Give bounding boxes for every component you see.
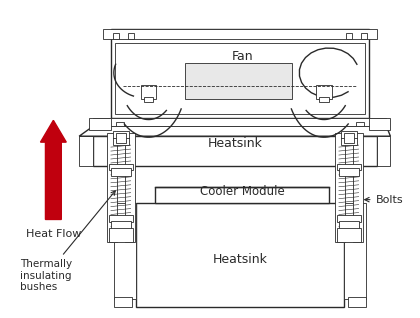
- Bar: [353, 133, 362, 242]
- Bar: [116, 122, 124, 126]
- Bar: [114, 203, 136, 299]
- Bar: [125, 133, 135, 242]
- Text: Heat Flow: Heat Flow: [26, 229, 81, 239]
- Bar: [111, 29, 369, 118]
- Bar: [79, 136, 93, 166]
- Bar: [319, 97, 329, 102]
- Bar: [155, 187, 329, 203]
- Bar: [339, 221, 359, 229]
- Bar: [337, 215, 361, 222]
- Bar: [103, 29, 377, 39]
- Bar: [107, 133, 117, 242]
- Bar: [93, 136, 377, 166]
- Text: Heatsink: Heatsink: [212, 253, 267, 266]
- Bar: [111, 221, 131, 229]
- Bar: [369, 118, 391, 130]
- Bar: [344, 133, 354, 143]
- Bar: [316, 85, 332, 99]
- Bar: [109, 164, 133, 170]
- Text: Cooler Module: Cooler Module: [200, 185, 285, 198]
- Bar: [116, 133, 126, 143]
- Text: Thermally
insulating
bushes: Thermally insulating bushes: [20, 191, 115, 292]
- Bar: [361, 33, 367, 39]
- Bar: [113, 131, 129, 145]
- Bar: [337, 228, 361, 242]
- Bar: [141, 85, 157, 99]
- Text: Heatsink: Heatsink: [207, 137, 262, 150]
- Bar: [348, 297, 366, 307]
- Bar: [93, 118, 386, 126]
- FancyArrow shape: [40, 120, 66, 219]
- Bar: [128, 33, 134, 39]
- Bar: [109, 228, 133, 242]
- Bar: [113, 33, 119, 39]
- Bar: [344, 203, 366, 299]
- Bar: [335, 133, 345, 242]
- Bar: [115, 43, 365, 114]
- Bar: [341, 131, 357, 145]
- Bar: [136, 203, 344, 307]
- Polygon shape: [79, 126, 391, 136]
- Text: Fan: Fan: [232, 50, 254, 63]
- Bar: [356, 122, 364, 126]
- Bar: [114, 297, 132, 307]
- Bar: [346, 33, 352, 39]
- Bar: [144, 97, 153, 102]
- Bar: [111, 168, 131, 176]
- Bar: [377, 136, 391, 166]
- Bar: [89, 118, 111, 130]
- Bar: [185, 63, 292, 99]
- Bar: [337, 164, 361, 170]
- Text: Bolts: Bolts: [365, 195, 403, 205]
- Bar: [109, 215, 133, 222]
- Bar: [339, 168, 359, 176]
